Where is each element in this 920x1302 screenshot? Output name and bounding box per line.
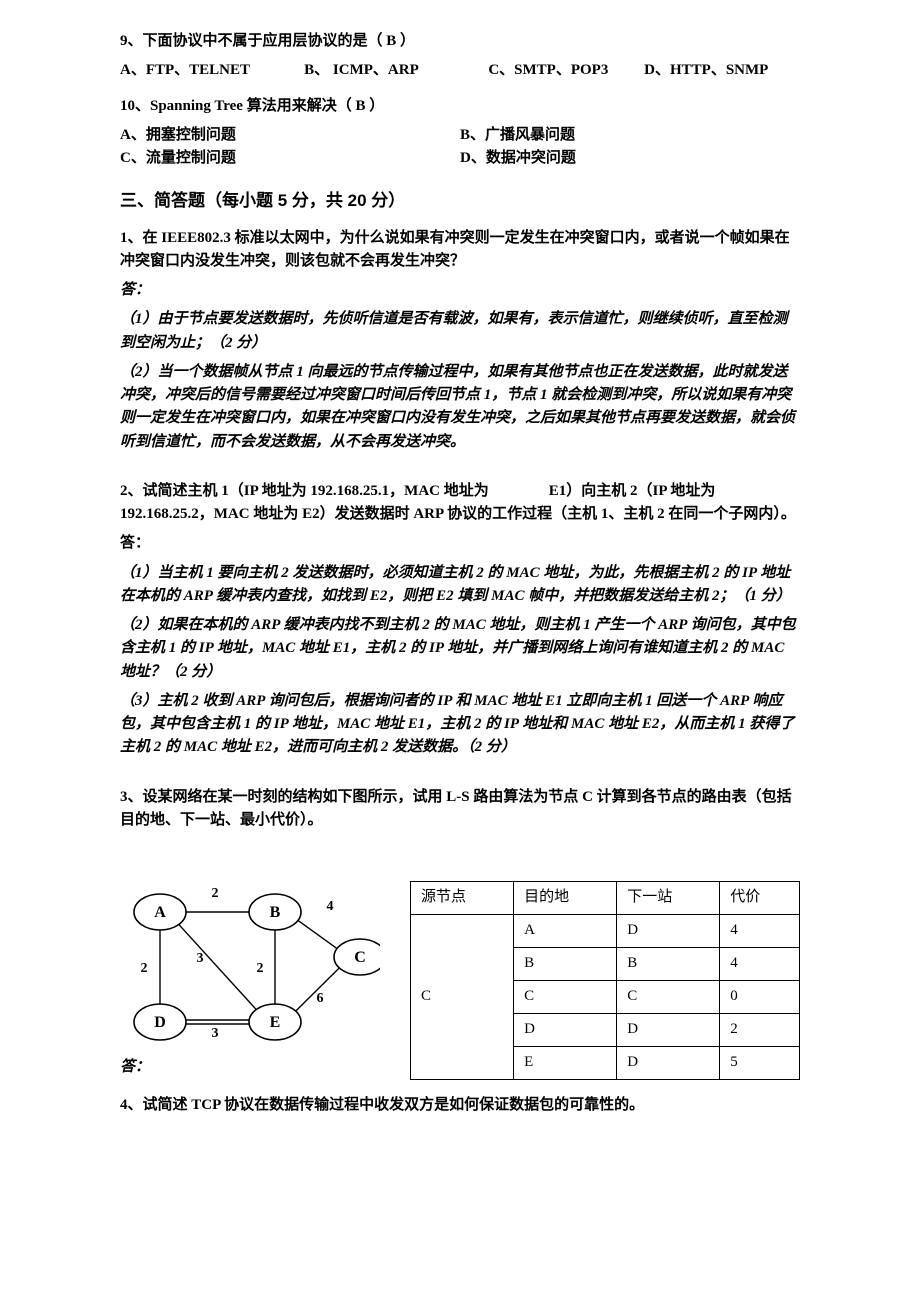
q9-options: A、FTP、TELNET B、 ICMP、ARP C、SMTP、POP3 D、H… <box>120 59 800 82</box>
route-table: 源节点目的地下一站代价CAD4BB4CC0DD2ED5 <box>410 881 800 1080</box>
sa2-answer-2: （2）如果在本机的 ARP 缓冲表内找不到主机 2 的 MAC 地址，则主机 1… <box>120 614 800 684</box>
q9-stem-suffix: ） <box>400 33 415 49</box>
sa3-figure-row: 2322436ABCDE 答： 源节点目的地下一站代价CAD4BB4CC0DD2… <box>120 862 800 1080</box>
q10-answer: B <box>352 98 370 114</box>
graph-column: 2 3 2 2 4 3 6 A B C D E 答： <box>120 862 380 1080</box>
sa1-answer-2: （2）当一个数据帧从节点 1 向最远的节点传输过程中，如果有其他节点也正在发送数… <box>120 361 800 454</box>
sa3-answer-label: 答： <box>120 1056 380 1079</box>
q10-stem-prefix: 10、Spanning Tree 算法用来解决（ <box>120 98 352 114</box>
q9-opt-b: B、 ICMP、ARP <box>304 59 488 82</box>
question-10-stem: 10、Spanning Tree 算法用来解决（ B ） <box>120 95 800 118</box>
sa2-answer-label: 答： <box>120 532 800 555</box>
route-source-cell: C <box>411 914 514 1079</box>
route-table-header: 下一站 <box>617 881 720 914</box>
route-table-header: 代价 <box>720 881 800 914</box>
question-9-stem: 9、下面协议中不属于应用层协议的是（ B ） <box>120 30 800 53</box>
svg-text:3: 3 <box>212 1026 219 1041</box>
q9-answer: B <box>383 33 401 49</box>
q9-stem-prefix: 9、下面协议中不属于应用层协议的是（ <box>120 33 383 49</box>
route-cell-dest: D <box>514 1013 617 1046</box>
route-cell-next: B <box>617 947 720 980</box>
svg-text:2: 2 <box>141 961 148 976</box>
route-cell-cost: 5 <box>720 1046 800 1079</box>
route-cell-dest: B <box>514 947 617 980</box>
route-cell-dest: C <box>514 980 617 1013</box>
route-table-column: 源节点目的地下一站代价CAD4BB4CC0DD2ED5 <box>410 881 800 1080</box>
svg-text:2: 2 <box>212 886 219 901</box>
sa1-answer-label: 答： <box>120 279 800 302</box>
svg-text:B: B <box>270 904 281 921</box>
route-cell-cost: 4 <box>720 947 800 980</box>
q10-row2: C、流量控制问题 D、数据冲突问题 <box>120 147 800 170</box>
sa2-question: 2、试简述主机 1（IP 地址为 192.168.25.1，MAC 地址为E1）… <box>120 480 800 527</box>
svg-text:2: 2 <box>257 961 264 976</box>
short-answer-3: 3、设某网络在某一时刻的结构如下图所示，试用 L-S 路由算法为节点 C 计算到… <box>120 786 800 833</box>
route-cell-cost: 4 <box>720 914 800 947</box>
q10-opt-d: D、数据冲突问题 <box>460 147 800 170</box>
short-answer-1: 1、在 IEEE802.3 标准以太网中，为什么说如果有冲突则一定发生在冲突窗口… <box>120 227 800 454</box>
q10-opt-c: C、流量控制问题 <box>120 147 460 170</box>
svg-text:E: E <box>270 1014 281 1031</box>
network-graph: 2 3 2 2 4 3 6 A B C D E <box>120 862 380 1052</box>
route-cell-cost: 0 <box>720 980 800 1013</box>
sa2-answer-3: （3）主机 2 收到 ARP 询问包后，根据询问者的 IP 和 MAC 地址 E… <box>120 690 800 760</box>
svg-text:A: A <box>154 904 166 921</box>
q9-opt-d: D、HTTP、SNMP <box>644 59 800 82</box>
section-3-heading: 三、简答题（每小题 5 分，共 20 分） <box>120 188 800 214</box>
q10-stem-suffix: ） <box>369 98 384 114</box>
q9-opt-a: A、FTP、TELNET <box>120 59 304 82</box>
question-9: 9、下面协议中不属于应用层协议的是（ B ） A、FTP、TELNET B、 I… <box>120 30 800 83</box>
svg-text:6: 6 <box>317 991 324 1006</box>
sa2-answer-1: （1）当主机 1 要向主机 2 发送数据时，必须知道主机 2 的 MAC 地址，… <box>120 562 800 609</box>
route-cell-dest: A <box>514 914 617 947</box>
sa1-question: 1、在 IEEE802.3 标准以太网中，为什么说如果有冲突则一定发生在冲突窗口… <box>120 227 800 274</box>
q10-row1: A、拥塞控制问题 B、广播风暴问题 <box>120 124 800 147</box>
q9-opt-c: C、SMTP、POP3 <box>488 59 644 82</box>
svg-text:C: C <box>354 949 366 966</box>
svg-text:D: D <box>154 1014 166 1031</box>
route-cell-next: D <box>617 914 720 947</box>
sa3-question: 3、设某网络在某一时刻的结构如下图所示，试用 L-S 路由算法为节点 C 计算到… <box>120 786 800 833</box>
route-table-header: 源节点 <box>411 881 514 914</box>
sa1-answer-1: （1）由于节点要发送数据时，先侦听信道是否有载波，如果有，表示信道忙，则继续侦听… <box>120 308 800 355</box>
sa2-q-pre: 2、试简述主机 1（IP 地址为 192.168.25.1，MAC 地址为 <box>120 483 489 499</box>
svg-text:4: 4 <box>327 899 334 914</box>
q10-opt-a: A、拥塞控制问题 <box>120 124 460 147</box>
route-cell-next: D <box>617 1013 720 1046</box>
route-cell-dest: E <box>514 1046 617 1079</box>
route-cell-next: C <box>617 980 720 1013</box>
question-10: 10、Spanning Tree 算法用来解决（ B ） A、拥塞控制问题 B、… <box>120 95 800 171</box>
short-answer-2: 2、试简述主机 1（IP 地址为 192.168.25.1，MAC 地址为E1）… <box>120 480 800 760</box>
route-cell-cost: 2 <box>720 1013 800 1046</box>
q10-opt-b: B、广播风暴问题 <box>460 124 800 147</box>
short-answer-4: 4、试简述 TCP 协议在数据传输过程中收发双方是如何保证数据包的可靠性的。 <box>120 1094 800 1117</box>
route-cell-next: D <box>617 1046 720 1079</box>
table-row: CAD4 <box>411 914 800 947</box>
svg-text:3: 3 <box>197 951 204 966</box>
route-table-header: 目的地 <box>514 881 617 914</box>
